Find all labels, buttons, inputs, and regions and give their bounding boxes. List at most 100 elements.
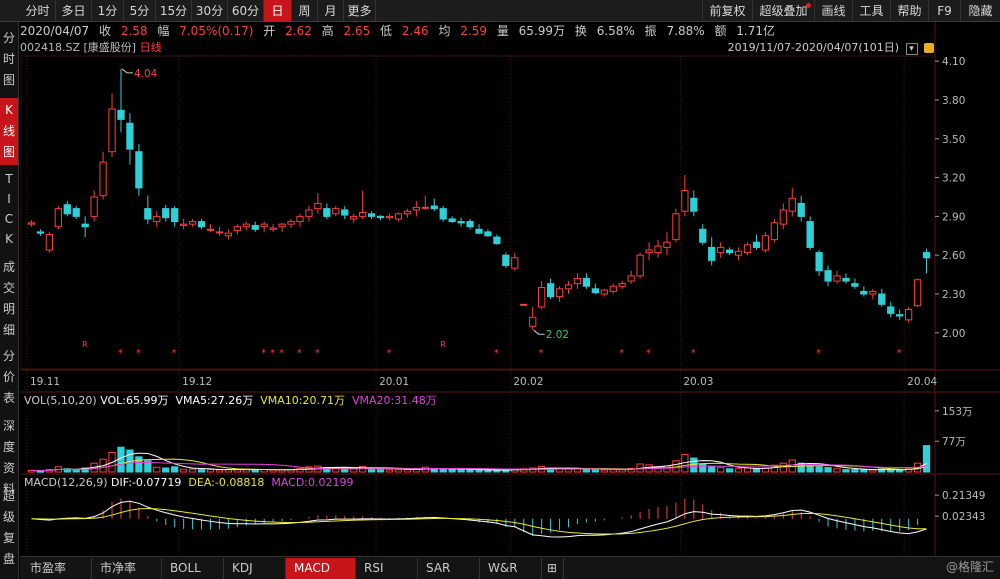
candle-body <box>27 222 36 225</box>
candle-body <box>90 196 98 217</box>
volume-bar <box>153 466 161 473</box>
volume-bar <box>180 468 188 473</box>
candle-body <box>135 151 143 189</box>
period-tab-0[interactable]: 分时 <box>20 0 56 22</box>
candle-body <box>511 257 519 269</box>
candle-body <box>564 284 573 290</box>
sidebar-item-0[interactable]: 分时图 <box>2 31 15 87</box>
volume-bar <box>394 469 403 473</box>
volume-bar <box>860 469 868 473</box>
high-pointer <box>121 68 133 74</box>
indicator-tab-1[interactable]: 市净率 <box>92 558 162 579</box>
candle-body <box>242 223 250 228</box>
candle-body <box>734 250 743 256</box>
candle-body <box>385 215 394 219</box>
toolbar-btn-4[interactable]: 帮助 <box>890 0 928 22</box>
candle-body <box>591 288 599 294</box>
toolbar-btn-6[interactable]: 隐藏 <box>960 0 1000 22</box>
x-tick-label: 20.02 <box>513 376 543 388</box>
volume-bar <box>663 465 671 473</box>
stock-name: [康盛股份] <box>83 41 137 54</box>
period-tab-1[interactable]: 多日 <box>56 0 92 22</box>
candle-body <box>806 221 814 248</box>
volume-bar <box>609 469 617 473</box>
candle-body <box>305 209 313 217</box>
volume-bar <box>922 445 931 473</box>
toolbar-btn-1[interactable]: 超级叠加 <box>752 0 814 22</box>
lock-icon[interactable] <box>924 43 934 53</box>
indicator-tab-2[interactable]: BOLL <box>162 558 224 579</box>
sidebar-item-5[interactable]: 深度资料 <box>2 419 15 496</box>
volume-bar <box>296 467 304 473</box>
candle-body <box>672 213 680 241</box>
volume-bar <box>627 467 635 473</box>
volume-bar <box>779 462 787 473</box>
period-tab-2[interactable]: 1分 <box>92 0 124 22</box>
volume-bar <box>332 467 340 473</box>
period-tab-3[interactable]: 5分 <box>124 0 156 22</box>
candle-body <box>376 215 385 219</box>
event-star-marker: * <box>539 348 544 359</box>
volume-bar <box>197 469 206 473</box>
volume-bar <box>734 468 743 473</box>
candle-body <box>681 190 689 212</box>
volume-bar <box>904 468 913 473</box>
watermark: @格隆汇 <box>945 560 994 574</box>
x-tick-label: 19.11 <box>30 376 60 388</box>
period-tab-4[interactable]: 15分 <box>156 0 192 22</box>
volume-bar <box>81 467 89 473</box>
volume-bar <box>806 465 814 473</box>
event-star-marker: * <box>691 348 696 359</box>
candle-body <box>833 275 841 282</box>
candle-body <box>699 228 707 243</box>
sidebar-item-4[interactable]: 分价表 <box>2 349 15 405</box>
chevron-down-icon[interactable]: ▾ <box>905 43 918 55</box>
toolbar-btn-5[interactable]: F9 <box>928 0 960 22</box>
candle-body <box>171 208 179 223</box>
event-star-marker: * <box>270 348 275 359</box>
toolbar-btn-0[interactable]: 前复权 <box>702 0 752 22</box>
low-price-label: 2.02 <box>546 329 569 341</box>
event-star-marker: * <box>136 348 141 359</box>
high-price: 2.65 <box>343 24 371 38</box>
period-tab-9[interactable]: 月 <box>318 0 344 22</box>
toolbar-btn-3[interactable]: 工具 <box>852 0 890 22</box>
volume-bar <box>162 467 170 473</box>
volume-bar <box>466 469 474 473</box>
indicator-tab-0[interactable]: 市盈率 <box>22 558 92 579</box>
candle-body <box>618 283 626 287</box>
indicator-tab-5[interactable]: RSI <box>356 558 418 579</box>
volume-bar <box>743 467 752 473</box>
period-tab-8[interactable]: 周 <box>292 0 318 22</box>
candle-body <box>627 275 635 282</box>
x-tick-label: 20.03 <box>683 376 713 388</box>
candle-body <box>860 290 868 295</box>
indicator-tab-3[interactable]: KDJ <box>224 558 286 579</box>
candle-body <box>770 222 778 241</box>
volume-bar <box>36 470 45 473</box>
add-indicator-icon[interactable]: ⊞ <box>542 558 564 579</box>
period-tab-10[interactable]: 更多 <box>344 0 376 22</box>
period-tab-7[interactable]: 日 <box>264 0 292 22</box>
candle-body <box>663 241 671 248</box>
candle-body <box>752 241 761 248</box>
stock-code: 002418.SZ <box>20 41 81 54</box>
event-star-marker: * <box>897 348 902 359</box>
indicator-tab-4[interactable]: MACD <box>286 558 356 579</box>
toolbar-btn-2[interactable]: 画线 <box>814 0 852 22</box>
date-range[interactable]: 2019/11/07-2020/04/07(101日) ▾ <box>708 40 934 55</box>
indicator-tab-7[interactable]: W&R <box>480 558 542 579</box>
y-tick-label: 3.50 <box>942 134 965 146</box>
sidebar-item-3[interactable]: 成交明细 <box>2 260 15 337</box>
period-tab-6[interactable]: 60分 <box>228 0 264 22</box>
indicator-tab-6[interactable]: SAR <box>418 558 480 579</box>
volume-bar <box>188 468 197 473</box>
sidebar-item-6[interactable]: 超级复盘 <box>2 489 15 566</box>
period-tab-5[interactable]: 30分 <box>192 0 228 22</box>
candle-body <box>708 246 716 261</box>
candle-body <box>108 108 116 153</box>
candle-body <box>913 279 922 307</box>
